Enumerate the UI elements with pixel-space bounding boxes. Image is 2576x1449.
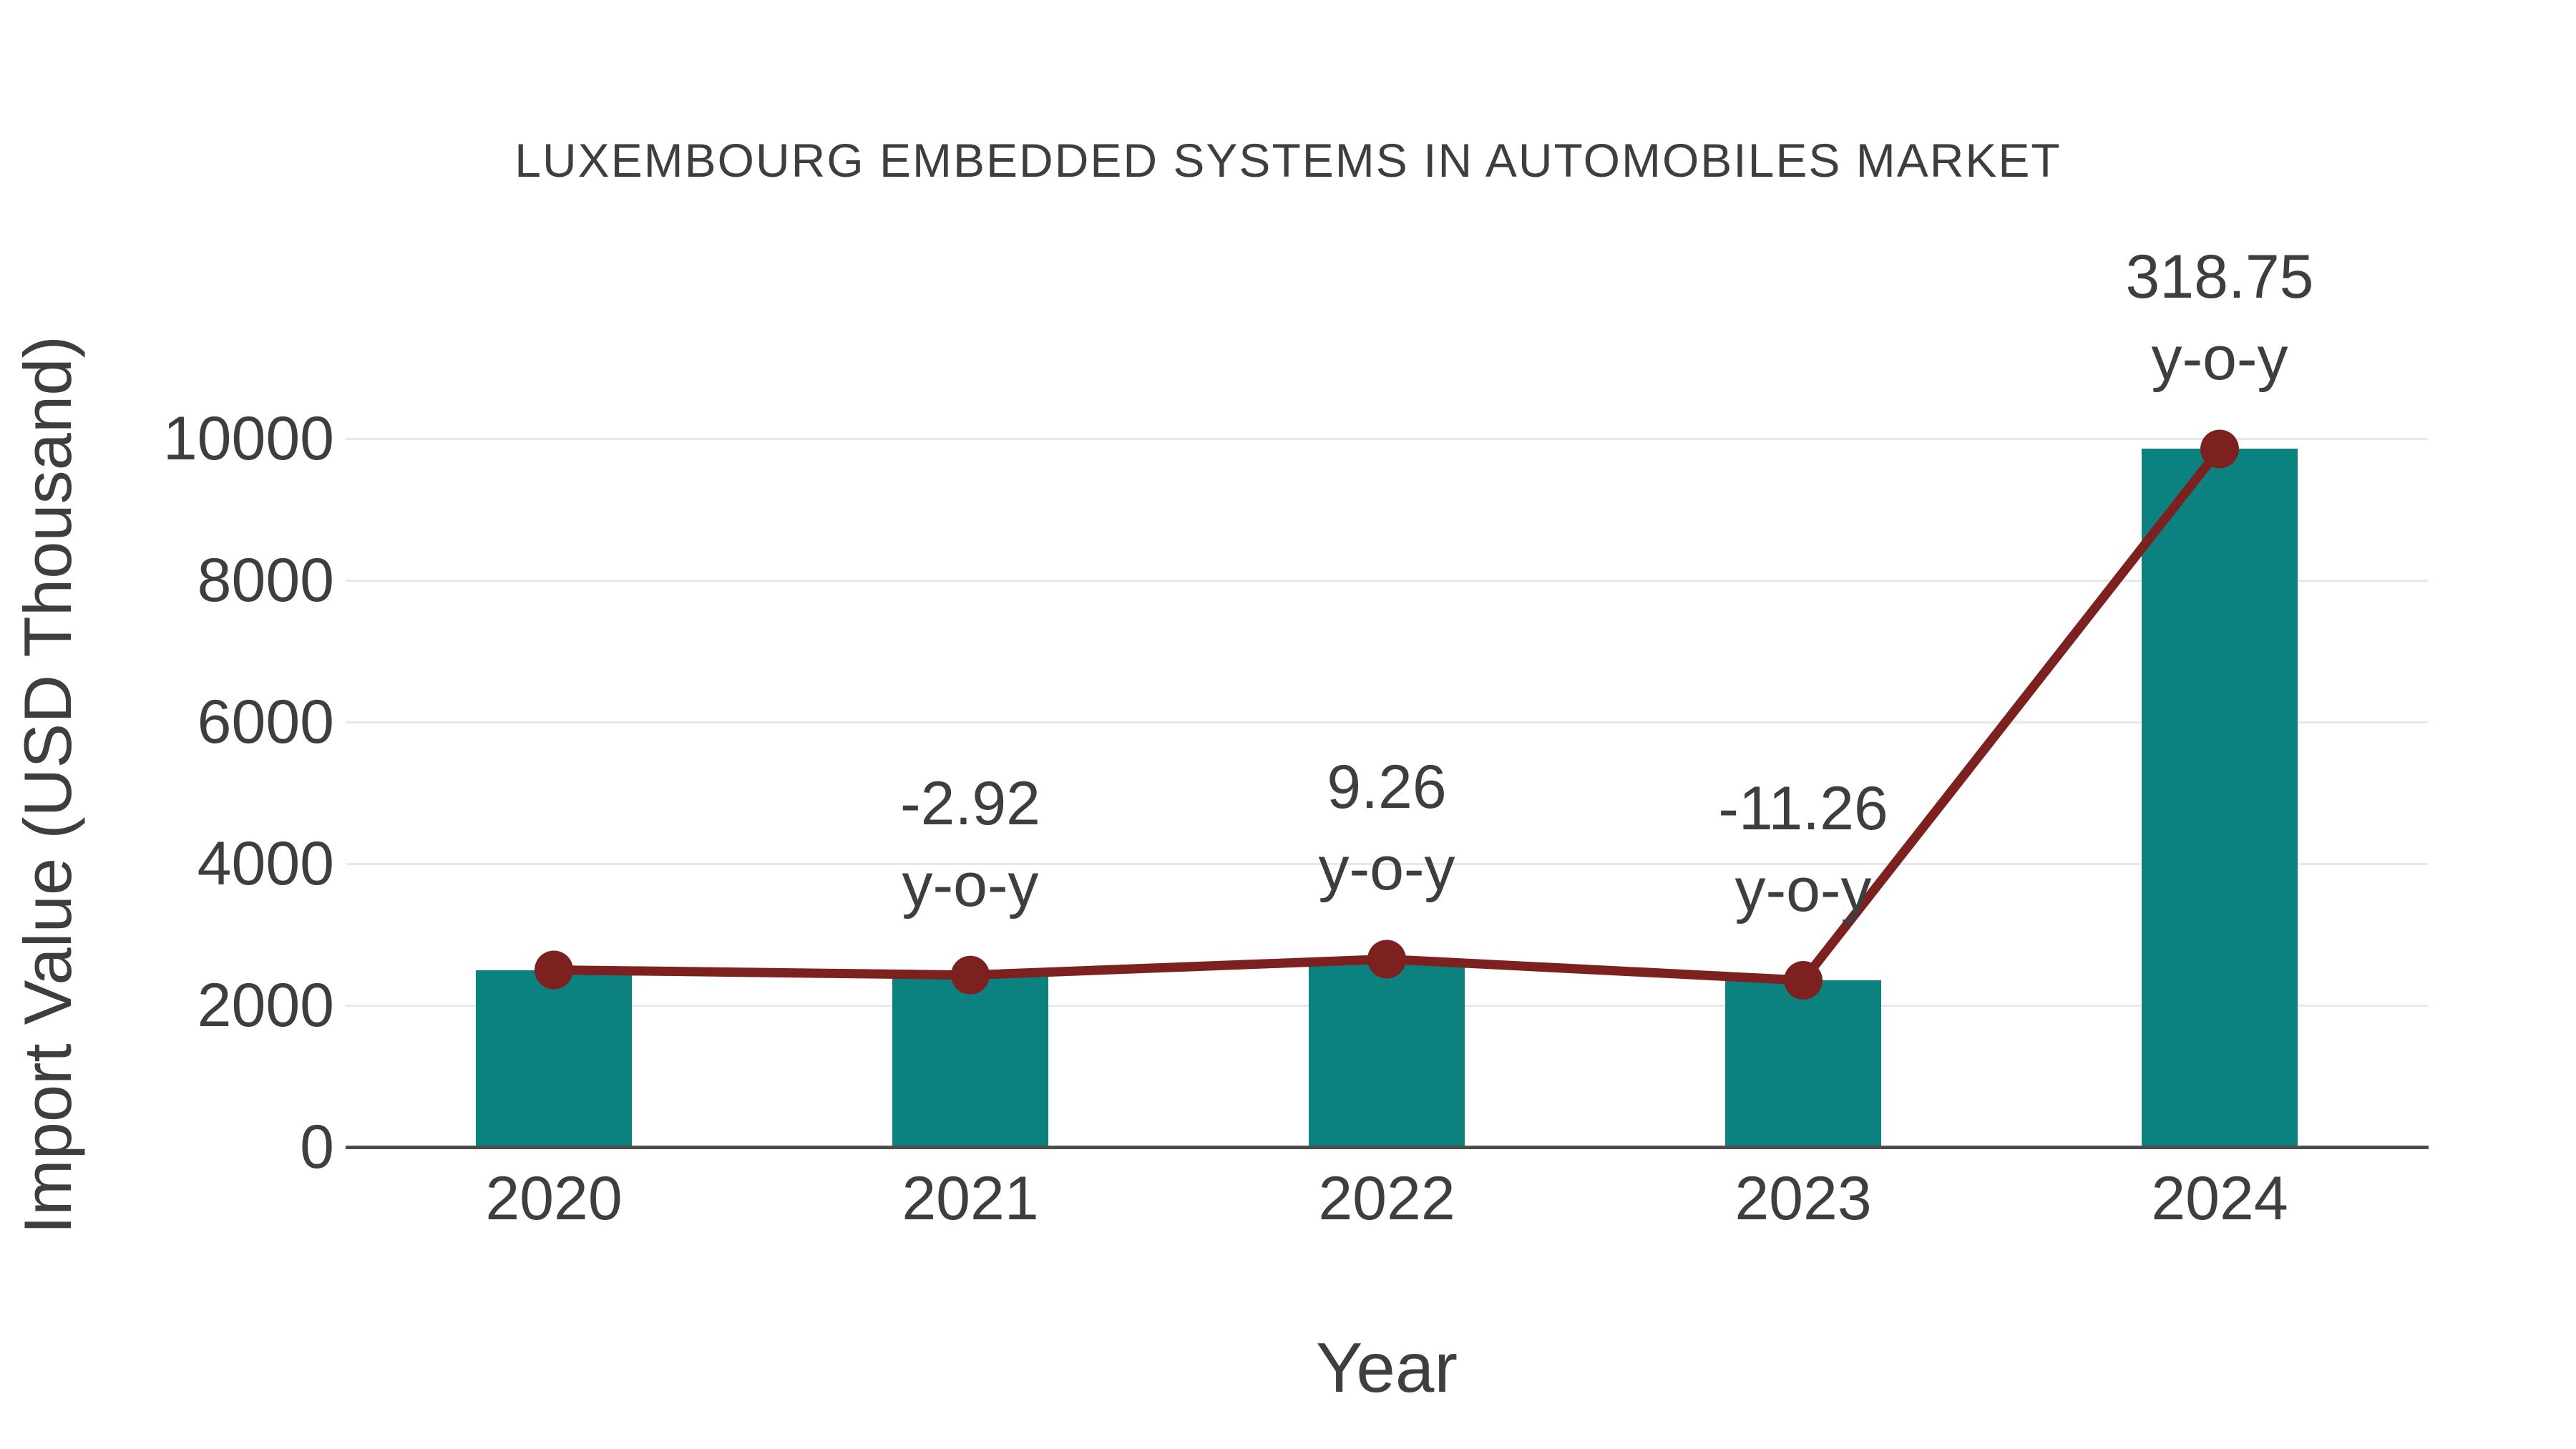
gridline-4000 xyxy=(346,862,2428,865)
x-tick-label-2021: 2021 xyxy=(902,1164,1039,1233)
x-axis-title: Year xyxy=(1315,1328,1458,1407)
bar-2021[interactable] xyxy=(892,975,1048,1147)
line-marker-2023[interactable] xyxy=(1784,961,1823,1000)
bar-2024[interactable] xyxy=(2142,449,2298,1147)
annotation-value: -2.92 xyxy=(899,769,1041,838)
annotation-value: 9.26 xyxy=(1327,753,1447,822)
y-tick-label-0: 0 xyxy=(300,1113,334,1181)
annotation-suffix: y-o-y xyxy=(1735,856,1872,925)
annotation-2022: 9.26 y-o-y xyxy=(1172,746,1601,909)
line-marker-2020[interactable] xyxy=(535,950,573,990)
y-tick-label-8000: 8000 xyxy=(197,546,334,615)
x-axis-line xyxy=(346,1146,2429,1149)
annotation-2023: -11.26 y-o-y xyxy=(1589,768,2018,931)
annotation-2021: -2.92 y-o-y xyxy=(756,763,1185,926)
bar-2023[interactable] xyxy=(1725,980,1881,1147)
annotation-suffix: y-o-y xyxy=(902,850,1039,919)
line-marker-2022[interactable] xyxy=(1367,940,1406,979)
annotation-value: 318.75 xyxy=(2125,243,2314,312)
annotation-suffix: y-o-y xyxy=(2151,324,2288,394)
line-marker-2021[interactable] xyxy=(951,955,990,995)
y-tick-label-2000: 2000 xyxy=(197,971,334,1040)
gridline-6000 xyxy=(346,721,2428,723)
y-tick-label-4000: 4000 xyxy=(197,829,334,898)
bar-2022[interactable] xyxy=(1309,959,1465,1147)
line-marker-2024[interactable] xyxy=(2200,429,2239,469)
x-tick-label-2023: 2023 xyxy=(1735,1164,1872,1233)
gridline-8000 xyxy=(346,579,2428,582)
annotation-2024: 318.75 y-o-y xyxy=(2005,236,2434,399)
bar-2020[interactable] xyxy=(476,970,632,1147)
gridline-10000 xyxy=(346,437,2428,440)
y-tick-label-10000: 10000 xyxy=(162,404,334,473)
annotation-value: -11.26 xyxy=(1718,774,1888,844)
annotation-suffix: y-o-y xyxy=(1318,834,1455,904)
x-tick-label-2020: 2020 xyxy=(485,1164,623,1233)
chart-title: LUXEMBOURG EMBEDDED SYSTEMS IN AUTOMOBIL… xyxy=(514,134,2062,187)
y-tick-label-6000: 6000 xyxy=(197,688,334,756)
x-tick-label-2024: 2024 xyxy=(2151,1164,2288,1233)
x-tick-label-2022: 2022 xyxy=(1318,1164,1455,1233)
